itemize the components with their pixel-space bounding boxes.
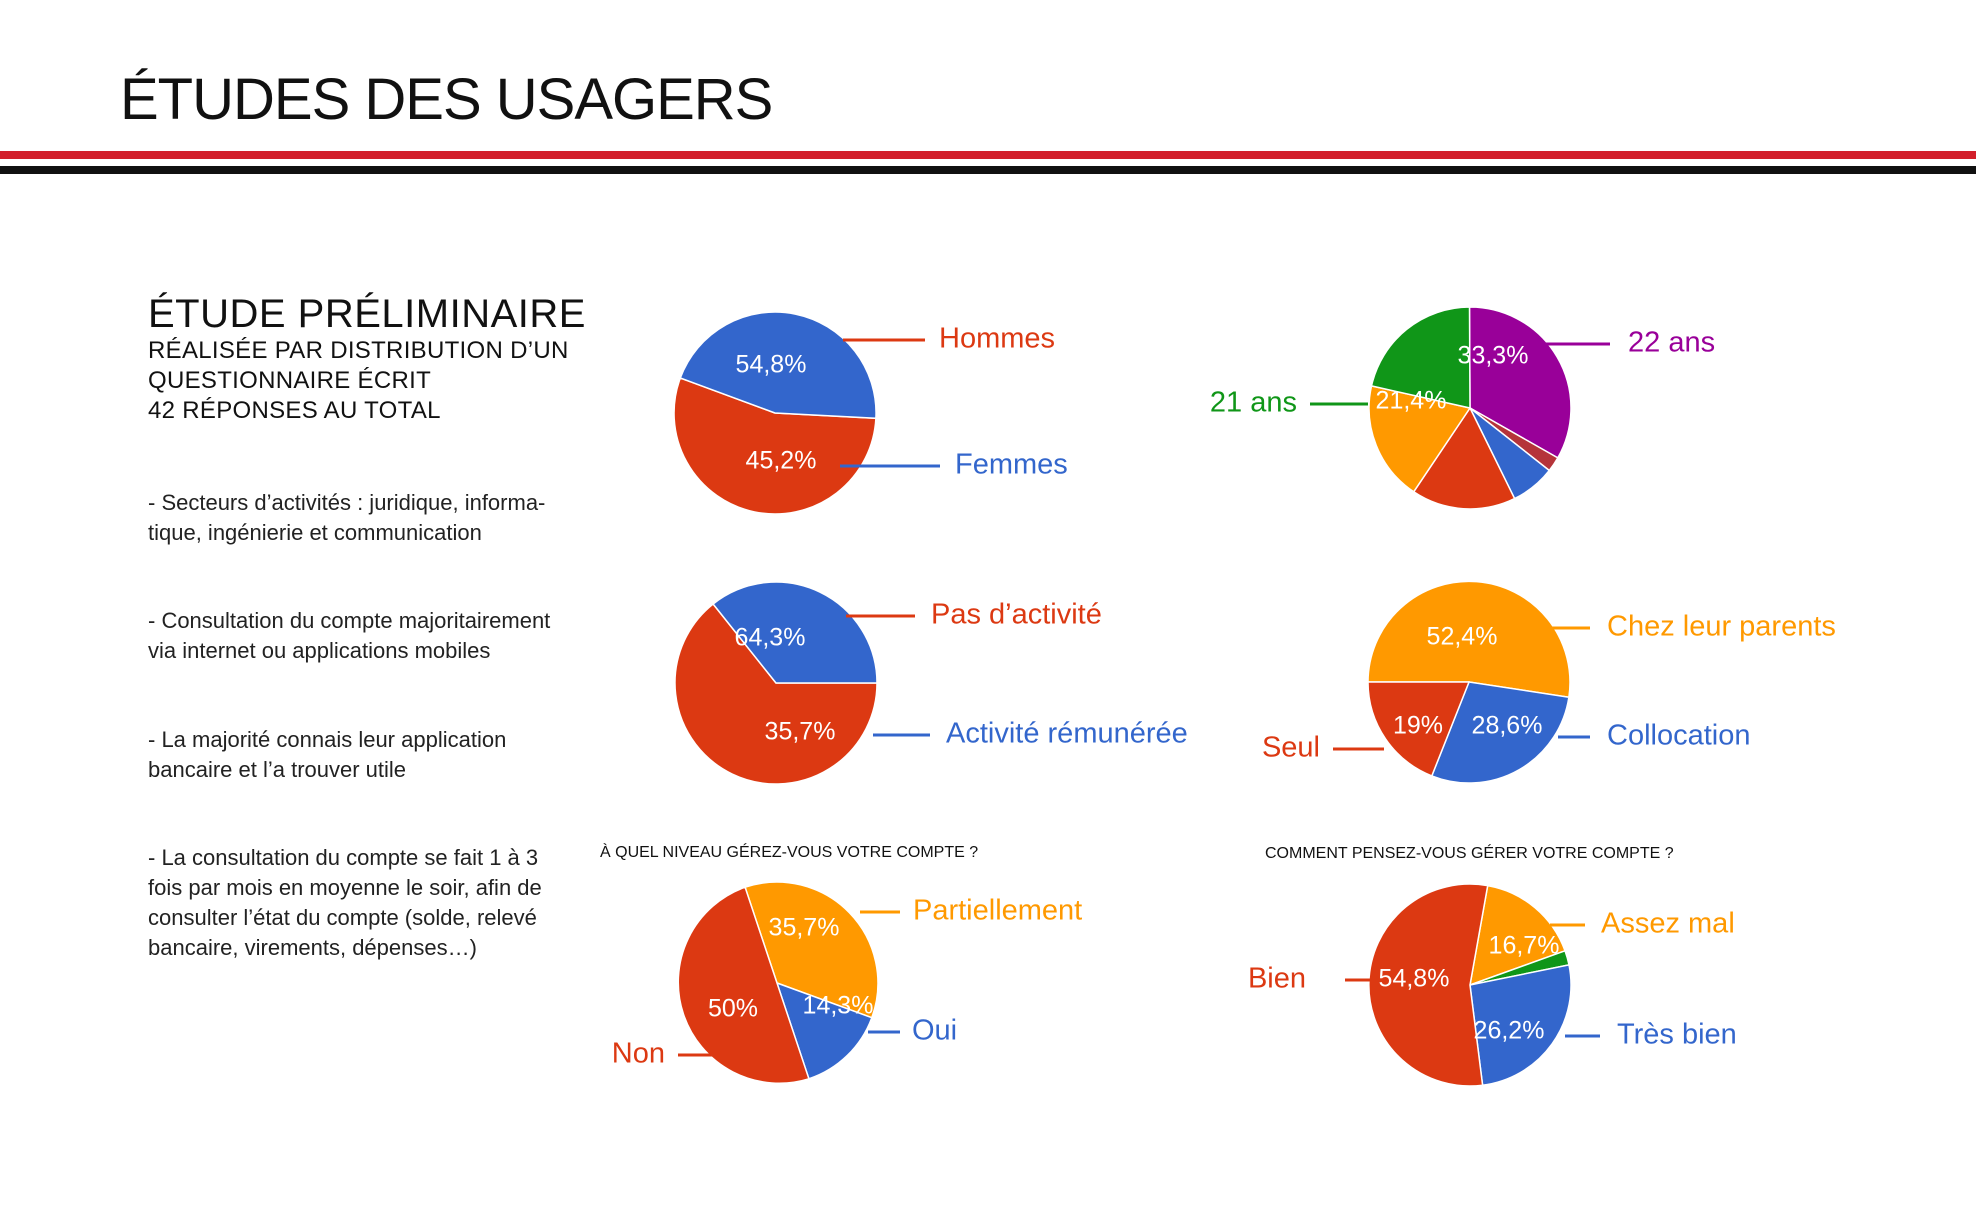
slice-percent-label: 35,7% — [769, 914, 840, 942]
pie-slice-seul — [1367, 681, 1471, 777]
slice-percent-label: 64,3% — [735, 624, 806, 652]
slice-category-label: Collocation — [1607, 720, 1750, 752]
slice-percent-label: 26,2% — [1474, 1017, 1545, 1045]
slice-category-label: Femmes — [955, 449, 1068, 481]
pie-chart-4: 52,4% 28,6% 19% Chez leur parents Collocatio… — [1262, 580, 1836, 784]
pie-slice-tr-s-bien — [1469, 964, 1572, 1087]
pie-slice-collocation — [1430, 681, 1570, 784]
title-rule-black — [0, 166, 1976, 174]
note-sectors: - Secteurs d’activités : juridique, info… — [148, 490, 546, 545]
pie-slice-hommes — [673, 377, 877, 515]
slice-percent-label: 45,2% — [746, 447, 817, 475]
title-rule-red — [0, 151, 1976, 159]
pie-slice-non — [677, 886, 810, 1084]
slice-category-label: Oui — [912, 1015, 957, 1047]
slice-percent-label: 50% — [708, 995, 758, 1023]
slice-category-label: 22 ans — [1628, 327, 1715, 359]
pie-slice-chez-leur-parents — [1367, 580, 1571, 699]
slice-percent-label: 54,8% — [1379, 965, 1450, 993]
pie-chart-1: 54,8% 45,2% Hommes Femmes — [673, 311, 1068, 515]
slice-percent-label: 52,4% — [1427, 623, 1498, 651]
pie-slice-pas-d-activit- — [674, 602, 878, 785]
intro-line-questionnaire: QUESTIONNAIRE ÉCRIT — [148, 367, 432, 394]
slice-category-label: Assez mal — [1601, 908, 1735, 940]
pie-slice-assez-mal — [1469, 884, 1566, 987]
slice-category-label: Bien — [1248, 963, 1306, 995]
slice-percent-label: 33,3% — [1458, 342, 1529, 370]
pie-slice-partiellement — [744, 881, 879, 1019]
chart-title: À QUEL NIVEAU GÉREZ-VOUS VOTRE COMPTE ? — [600, 842, 978, 861]
chart-title: COMMENT PENSEZ-VOUS GÉRER VOTRE COMPTE ? — [1265, 843, 1674, 862]
slice-percent-label: 14,3% — [803, 992, 874, 1020]
slice-percent-label: 35,7% — [765, 718, 836, 746]
slice-percent-label: 28,6% — [1472, 712, 1543, 740]
page-title: ÉTUDES DES USAGERS — [120, 67, 773, 132]
slice-category-label: Activité rémunérée — [946, 718, 1188, 750]
slice-category-label: Non — [612, 1038, 665, 1070]
slice-percent-label: 54,8% — [736, 351, 807, 379]
slice-category-label: Partiellement — [913, 895, 1082, 927]
pie-slice-21-ans — [1370, 306, 1471, 409]
note-consultation-channel: - Consultation du compte majoritairement… — [148, 608, 551, 663]
pie-chart-5: 35,7% 14,3% 50% Partiellement Oui Non À QUEL N… — [600, 842, 1082, 1084]
slice-category-label: 21 ans — [1210, 387, 1297, 419]
slice-percent-label: 21,4% — [1376, 387, 1447, 415]
intro-line-method: RÉALISÉE PAR DISTRIBUTION D’UN — [148, 337, 569, 364]
slice-category-label: Seul — [1262, 732, 1320, 764]
pie-slice — [1368, 385, 1472, 493]
pie-slice-bien — [1368, 883, 1489, 1087]
pie-chart-3: 64,3% 35,7% Pas d’activité Activité rémunér… — [674, 581, 1188, 785]
pie-slice-oui — [775, 981, 873, 1080]
intro-line-total: 42 RÉPONSES AU TOTAL — [148, 397, 441, 424]
pie-slice-femmes — [679, 311, 877, 420]
intro-heading: ÉTUDE PRÉLIMINAIRE — [148, 292, 586, 336]
intro-block: ÉTUDE PRÉLIMINAIRE RÉALISÉE PAR DISTRIBU… — [148, 292, 588, 426]
slice-category-label: Chez leur parents — [1607, 611, 1836, 643]
note-consultation-frequency: - La consultation du compte se fait 1 à … — [148, 845, 542, 960]
slice-percent-label: 19% — [1393, 712, 1443, 740]
slice-category-label: Hommes — [939, 323, 1055, 355]
pie-chart-6: 16,7% 26,2% 54,8% Assez mal Très bien Bien COM… — [1248, 843, 1737, 1087]
pie-chart-2: 33,3% 21,4% 22 ans 21 ans — [1210, 306, 1715, 510]
slice-category-label: Pas d’activité — [931, 599, 1102, 631]
slice-percent-label: 16,7% — [1489, 932, 1560, 960]
note-app-usage: - La majorité connais leur application b… — [148, 727, 507, 782]
pie-slice — [1412, 406, 1516, 510]
slice-category-label: Très bien — [1617, 1019, 1737, 1051]
pie-slice-activit-r-mun-r-e — [712, 581, 878, 684]
